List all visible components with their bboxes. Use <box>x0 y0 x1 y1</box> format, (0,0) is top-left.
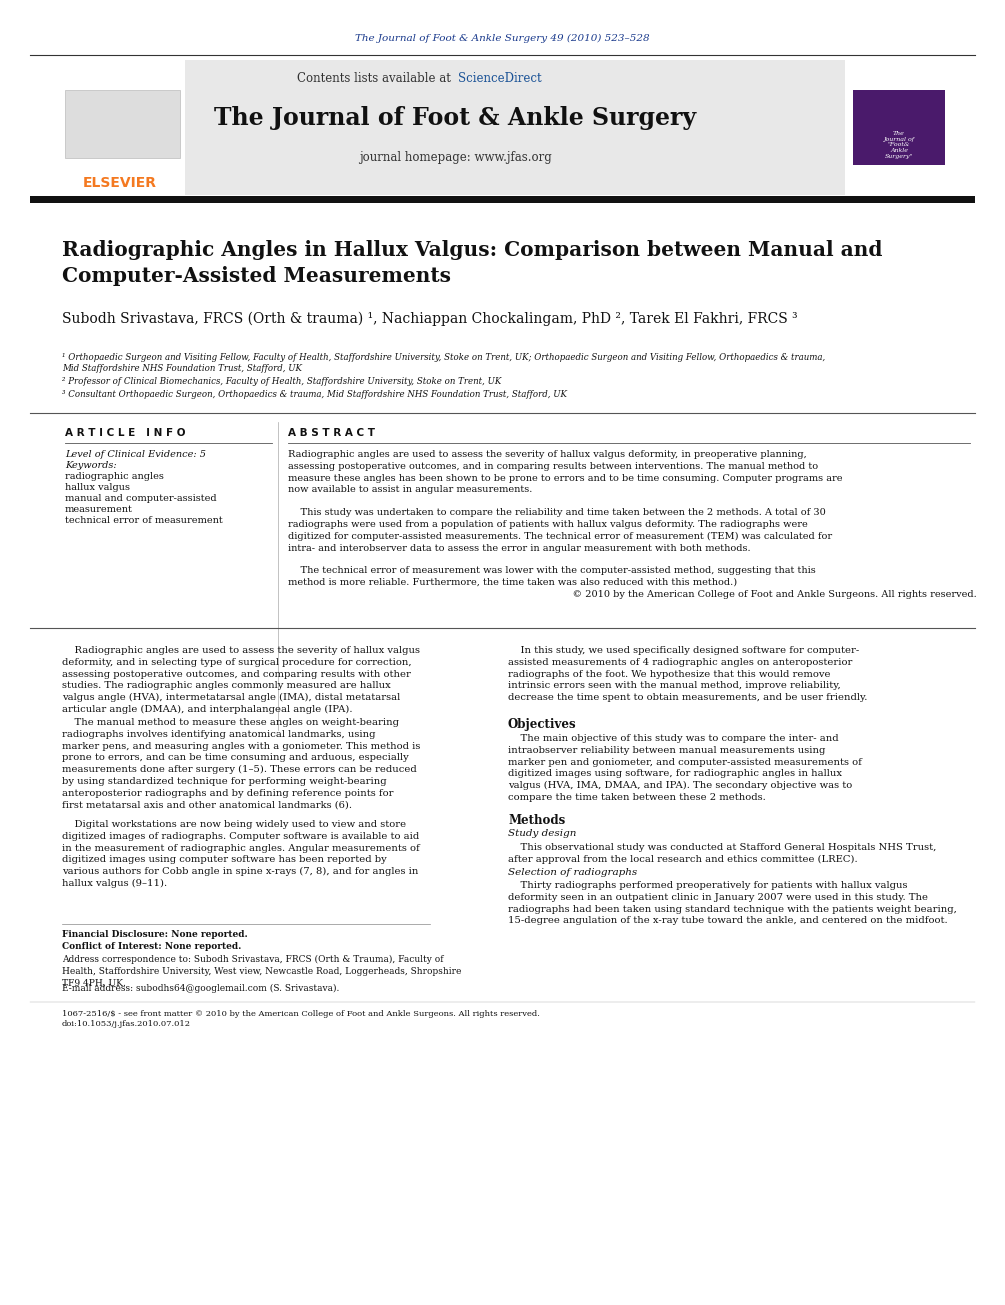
Text: ³ Consultant Orthopaedic Surgeon, Orthopaedics & trauma, Mid Staffordshire NHS F: ³ Consultant Orthopaedic Surgeon, Orthop… <box>62 390 567 399</box>
Text: Radiographic Angles in Hallux Valgus: Comparison between Manual and
Computer-Ass: Radiographic Angles in Hallux Valgus: Co… <box>62 240 882 286</box>
Text: The main objective of this study was to compare the inter- and
intraobserver rel: The main objective of this study was to … <box>508 733 862 803</box>
FancyBboxPatch shape <box>853 164 945 194</box>
Text: Address correspondence to: Subodh Srivastava, FRCS (Orth & Trauma), Faculty of
H: Address correspondence to: Subodh Srivas… <box>62 955 461 988</box>
Text: journal homepage: www.jfas.org: journal homepage: www.jfas.org <box>359 151 552 164</box>
Text: ScienceDirect: ScienceDirect <box>458 72 542 85</box>
Text: ¹ Orthopaedic Surgeon and Visiting Fellow, Faculty of Health, Staffordshire Univ: ¹ Orthopaedic Surgeon and Visiting Fello… <box>62 352 825 373</box>
Text: This observational study was conducted at Stafford General Hospitals NHS Trust,
: This observational study was conducted a… <box>508 843 937 864</box>
Text: Conflict of Interest: None reported.: Conflict of Interest: None reported. <box>62 942 241 951</box>
Text: measurement: measurement <box>65 505 133 514</box>
Text: Methods: Methods <box>508 814 565 827</box>
FancyBboxPatch shape <box>30 196 975 204</box>
Text: manual and computer-assisted: manual and computer-assisted <box>65 495 217 502</box>
FancyBboxPatch shape <box>853 90 945 194</box>
Text: technical error of measurement: technical error of measurement <box>65 515 223 525</box>
Text: Digital workstations are now being widely used to view and store
digitized image: Digital workstations are now being widel… <box>62 820 420 889</box>
Text: ELSEVIER: ELSEVIER <box>83 176 157 191</box>
Text: This study was undertaken to compare the reliability and time taken between the : This study was undertaken to compare the… <box>288 508 832 552</box>
Text: Radiographic angles are used to assess the severity of hallux valgus
deformity, : Radiographic angles are used to assess t… <box>62 646 420 714</box>
FancyBboxPatch shape <box>65 90 180 158</box>
Text: E-mail address: subodhs64@googlemail.com (S. Srivastava).: E-mail address: subodhs64@googlemail.com… <box>62 984 340 993</box>
Text: Objectives: Objectives <box>508 718 577 731</box>
Text: A R T I C L E   I N F O: A R T I C L E I N F O <box>65 428 186 438</box>
Text: Subodh Srivastava, FRCS (Orth & trauma) ¹, Nachiappan Chockalingam, PhD ², Tarek: Subodh Srivastava, FRCS (Orth & trauma) … <box>62 312 798 326</box>
Text: The Journal of Foot & Ankle Surgery: The Journal of Foot & Ankle Surgery <box>214 106 696 130</box>
Text: 1067-2516/$ - see front matter © 2010 by the American College of Foot and Ankle : 1067-2516/$ - see front matter © 2010 by… <box>62 1010 540 1028</box>
Text: Level of Clinical Evidence: 5: Level of Clinical Evidence: 5 <box>65 450 206 459</box>
Text: Thirty radiographs performed preoperatively for patients with hallux valgus
defo: Thirty radiographs performed preoperativ… <box>508 881 957 925</box>
Text: In this study, we used specifically designed software for computer-
assisted mea: In this study, we used specifically desi… <box>508 646 867 702</box>
Text: The technical error of measurement was lower with the computer-assisted method, : The technical error of measurement was l… <box>288 566 977 599</box>
Text: Radiographic angles are used to assess the severity of hallux valgus deformity, : Radiographic angles are used to assess t… <box>288 450 842 495</box>
Text: hallux valgus: hallux valgus <box>65 483 130 492</box>
FancyBboxPatch shape <box>60 60 185 194</box>
Text: The manual method to measure these angles on weight-bearing
radiographs involves: The manual method to measure these angle… <box>62 718 420 810</box>
Text: The Journal of Foot & Ankle Surgery 49 (2010) 523–528: The Journal of Foot & Ankle Surgery 49 (… <box>355 34 649 43</box>
Text: Keywords:: Keywords: <box>65 461 117 470</box>
Text: A B S T R A C T: A B S T R A C T <box>288 428 375 438</box>
Text: Study design: Study design <box>508 829 577 838</box>
Text: Contents lists available at: Contents lists available at <box>297 72 455 85</box>
Text: The
Journal of
"Foot&
Ankle
Surgery": The Journal of "Foot& Ankle Surgery" <box>883 130 915 159</box>
FancyBboxPatch shape <box>60 60 845 194</box>
Text: Financial Disclosure: None reported.: Financial Disclosure: None reported. <box>62 930 248 940</box>
Text: radiographic angles: radiographic angles <box>65 472 164 482</box>
Text: ² Professor of Clinical Biomechanics, Faculty of Health, Staffordshire Universit: ² Professor of Clinical Biomechanics, Fa… <box>62 377 501 386</box>
Text: Selection of radiographs: Selection of radiographs <box>508 868 637 877</box>
